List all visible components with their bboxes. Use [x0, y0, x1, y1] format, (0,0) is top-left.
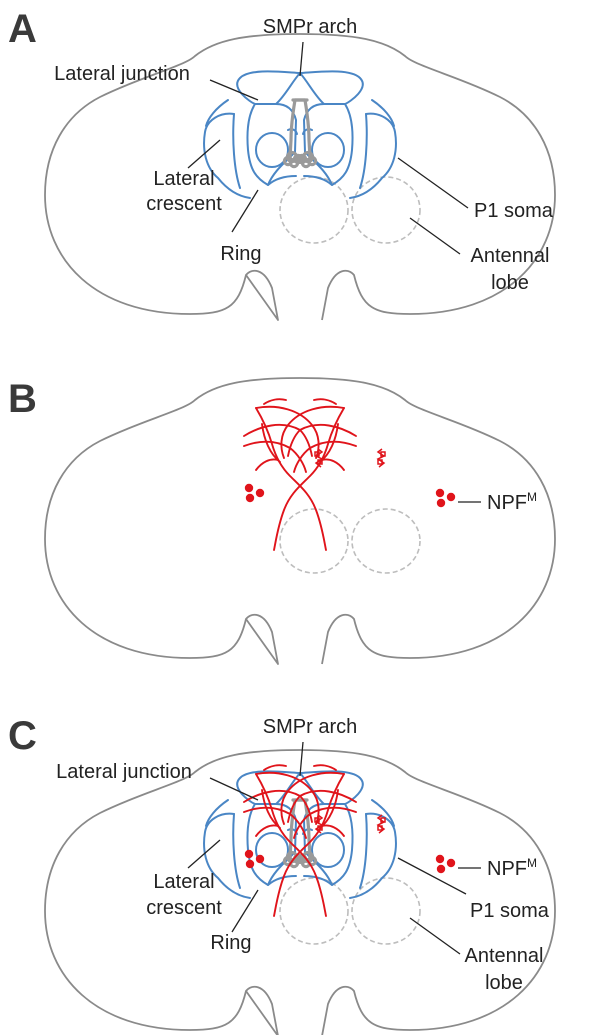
panel-c: C — [8, 714, 556, 1035]
label-lateral-crescent-line2: crescent — [146, 193, 222, 215]
label-lateral-crescent-line1: Lateral — [153, 871, 214, 893]
npf-dendrite-right — [377, 814, 386, 834]
label-antennal-lobe-line1: Antennal — [465, 945, 544, 967]
label-npf: NPFM — [487, 856, 537, 880]
p1-neurons — [203, 770, 397, 899]
brain-outline — [44, 749, 556, 1035]
npf-somata-right — [435, 488, 456, 508]
leader-lines — [187, 41, 469, 255]
npf-neurons — [243, 398, 456, 551]
antennal-lobe-left — [279, 508, 349, 574]
label-lateral-junction: Lateral junction — [56, 761, 192, 783]
panel-a: A SMPr arch Lateral junction Lateral cre… — [8, 7, 556, 321]
label-antennal-lobe-line2: lobe — [491, 272, 529, 294]
p1-neuron-left — [203, 70, 301, 199]
label-npf: NPFM — [487, 490, 537, 514]
p1-neurons — [203, 70, 397, 199]
label-lateral-junction: Lateral junction — [54, 63, 190, 85]
antennal-lobe-right — [351, 176, 421, 244]
panel-letter-c: C — [8, 714, 37, 758]
label-p1-soma: P1 soma — [470, 900, 550, 922]
panel-letter-a: A — [8, 7, 37, 51]
label-smpr-arch: SMPr arch — [263, 716, 357, 738]
label-smpr-arch: SMPr arch — [263, 16, 357, 38]
npf-somata-right — [435, 854, 456, 874]
npf-somata-left — [244, 483, 265, 503]
label-ring: Ring — [220, 243, 261, 265]
brain-outline — [44, 377, 556, 665]
label-lateral-crescent-line2: crescent — [146, 897, 222, 919]
npf-dendrite-right — [377, 448, 386, 468]
panel-letter-b: B — [8, 377, 37, 421]
antennal-lobes — [279, 508, 421, 574]
antennal-lobe-left — [279, 176, 349, 244]
label-ring: Ring — [210, 932, 251, 954]
label-p1-soma: P1 soma — [474, 200, 554, 222]
label-antennal-lobe-line1: Antennal — [471, 245, 550, 267]
label-antennal-lobe-line2: lobe — [485, 972, 523, 994]
leader-lines — [187, 741, 481, 955]
antennal-lobe-right — [351, 877, 421, 945]
antennal-lobes — [279, 176, 421, 244]
npf-somata-left — [244, 849, 265, 869]
antennal-lobe-left — [279, 877, 349, 945]
antennal-lobes — [279, 877, 421, 945]
panel-b: B NPFM — [8, 377, 556, 665]
label-lateral-crescent-line1: Lateral — [153, 168, 214, 190]
npf-neurons — [243, 764, 456, 917]
antennal-lobe-right — [351, 508, 421, 574]
p1-neuron-right — [299, 70, 397, 199]
